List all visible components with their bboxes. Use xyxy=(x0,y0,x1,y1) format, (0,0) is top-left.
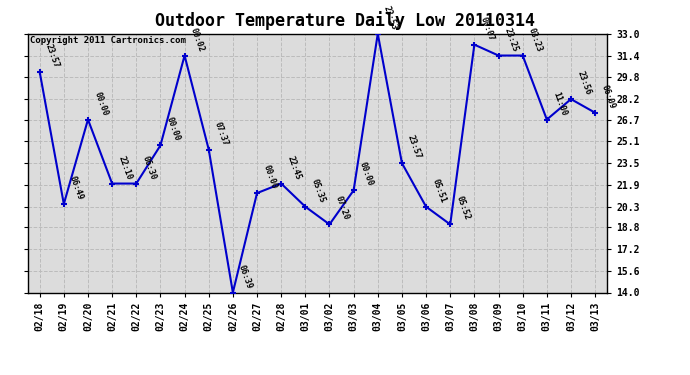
Text: Copyright 2011 Cartronics.com: Copyright 2011 Cartronics.com xyxy=(30,36,186,45)
Text: 00:00: 00:00 xyxy=(165,116,181,142)
Text: 00:00: 00:00 xyxy=(92,90,109,117)
Text: 00:02: 00:02 xyxy=(189,26,206,53)
Text: 05:35: 05:35 xyxy=(310,177,326,204)
Text: 23:25: 23:25 xyxy=(503,26,520,53)
Text: 00:00: 00:00 xyxy=(262,164,278,190)
Text: 06:49: 06:49 xyxy=(68,175,85,201)
Text: 11:00: 11:00 xyxy=(551,90,568,117)
Text: 06:09: 06:09 xyxy=(600,83,616,110)
Text: 07:20: 07:20 xyxy=(334,195,351,222)
Text: 23:57: 23:57 xyxy=(406,134,423,160)
Text: 06:39: 06:39 xyxy=(237,263,254,290)
Text: 03:23: 03:23 xyxy=(527,26,544,53)
Text: 22:45: 22:45 xyxy=(286,154,302,181)
Text: 23:57: 23:57 xyxy=(44,42,61,69)
Text: 06:30: 06:30 xyxy=(141,154,157,181)
Text: 05:52: 05:52 xyxy=(455,195,471,222)
Text: 22:10: 22:10 xyxy=(117,154,133,181)
Text: 07:37: 07:37 xyxy=(213,120,230,147)
Text: 00:07: 00:07 xyxy=(479,15,495,42)
Text: 23:56: 23:56 xyxy=(575,70,592,96)
Text: Outdoor Temperature Daily Low 20110314: Outdoor Temperature Daily Low 20110314 xyxy=(155,11,535,30)
Text: 05:51: 05:51 xyxy=(431,177,447,204)
Text: 23:53: 23:53 xyxy=(382,4,399,31)
Text: 00:00: 00:00 xyxy=(358,161,375,188)
